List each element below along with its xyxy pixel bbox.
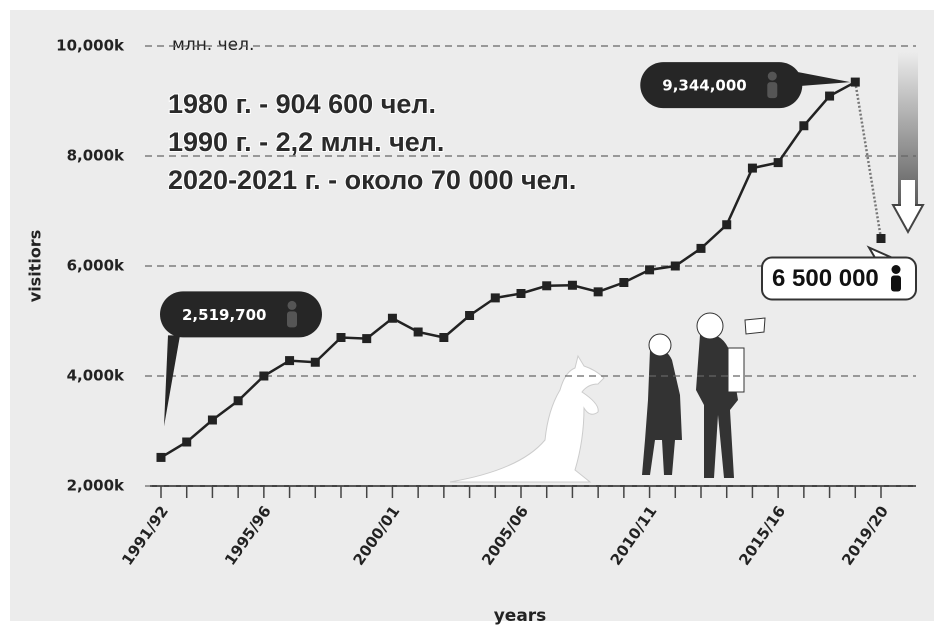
person-icon <box>891 265 901 274</box>
y-axis-label: visitiors <box>26 230 45 302</box>
data-point <box>567 280 577 290</box>
data-point <box>747 163 757 173</box>
data-point <box>387 313 397 323</box>
callout-tail <box>164 335 180 427</box>
data-point <box>439 333 449 342</box>
data-point <box>362 334 372 344</box>
data-point <box>670 261 680 271</box>
annotation: 2020-2021 г. - около 70 000 чел. <box>168 165 576 195</box>
annotation: 1990 г. - 2,2 млн. чел. <box>168 127 444 157</box>
data-point <box>593 287 603 297</box>
y-tick-label: 6,000k <box>67 257 125 275</box>
data-point <box>696 243 706 253</box>
value-label: 9,344,000 <box>662 77 746 95</box>
person-icon <box>287 311 297 328</box>
value-label: 2,519,700 <box>182 306 266 324</box>
person-icon <box>287 300 297 310</box>
person-icon <box>767 71 777 81</box>
callout-box <box>160 291 322 338</box>
data-point <box>516 289 526 298</box>
y-tick-label: 10,000k <box>56 37 125 55</box>
data-point <box>619 278 629 287</box>
data-point <box>825 91 835 101</box>
data-point <box>259 371 269 381</box>
data-point <box>542 281 552 291</box>
callout-tail <box>798 72 851 87</box>
annotation: 1980 г. - 904 600 чел. <box>168 89 436 119</box>
dotted-line <box>854 81 883 239</box>
decline-arrow <box>891 52 925 235</box>
data-point <box>233 396 243 406</box>
data-point <box>799 121 809 131</box>
data-point <box>182 437 192 447</box>
data-point <box>156 452 166 462</box>
data-point <box>336 333 346 342</box>
y-tick-label: 8,000k <box>67 147 125 165</box>
value-label: 6 500 000 <box>772 265 879 292</box>
data-point <box>850 77 860 87</box>
data-point <box>645 265 655 275</box>
data-point <box>285 356 295 366</box>
y-tick-label: 2,000k <box>67 477 125 495</box>
data-line <box>160 80 856 459</box>
illustration <box>449 312 766 483</box>
data-point <box>465 311 475 320</box>
annotation-block: 1980 г. - 904 600 чел. 1990 г. - 2,2 млн.… <box>167 88 577 196</box>
callout-box <box>640 62 803 109</box>
data-point <box>413 327 423 337</box>
data-point <box>207 415 217 425</box>
data-point <box>722 220 732 230</box>
person-icon <box>891 275 901 292</box>
x-axis-label: years <box>494 606 547 626</box>
person-icon <box>767 82 778 99</box>
y-tick-label: 4,000k <box>67 367 125 385</box>
unit-note: млн. чел. <box>172 35 254 55</box>
data-point <box>773 158 783 168</box>
data-point <box>490 293 500 303</box>
data-point <box>310 357 320 367</box>
callout-box <box>761 256 917 301</box>
data-point <box>876 234 886 243</box>
